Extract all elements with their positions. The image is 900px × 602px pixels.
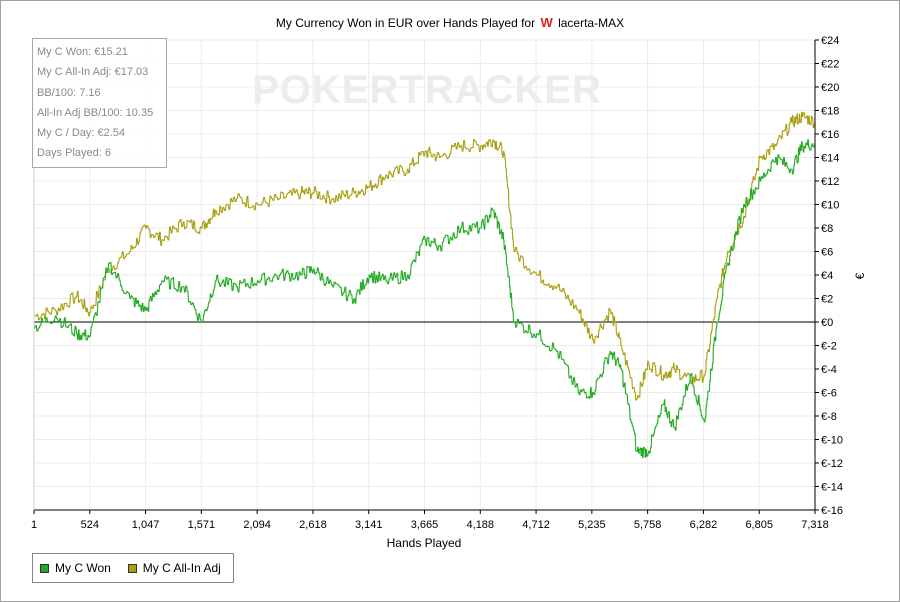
chart-title: My Currency Won in EUR over Hands Played… — [0, 15, 900, 30]
x-tick-label: 3,141 — [355, 519, 383, 531]
x-tick-label: 5,758 — [634, 519, 662, 531]
y-tick-label: €24 — [821, 35, 839, 47]
x-tick-label: 1,571 — [188, 519, 216, 531]
legend-item-won[interactable]: My C Won — [40, 561, 111, 575]
x-axis-ticks: 1 524 1,047 1,571 2,094 2,618 3,141 3,665 4,188 4… — [31, 510, 829, 531]
x-tick-label: 6,805 — [745, 519, 773, 531]
y-axis-ticks: €24 €22 €20 €18 €16 €14 €12 €10 €8 €6 €4 €2 €0 €-2 €-4… — [815, 35, 843, 517]
stat-days-played: Days Played: 6 — [37, 147, 111, 160]
x-tick-label: 2,094 — [243, 519, 271, 531]
y-tick-label: €-6 — [821, 388, 837, 400]
legend-label-won: My C Won — [55, 561, 111, 575]
x-tick-label: 4,188 — [467, 519, 495, 531]
stat-all-in-adj: My C All-In Adj: €17.03 — [37, 66, 149, 79]
y-tick-label: €20 — [821, 82, 839, 94]
y-tick-label: €2 — [821, 294, 833, 306]
pokertracker-watermark: POKERTRACKER — [252, 68, 602, 112]
brand-logo-icon: W — [540, 15, 553, 30]
y-tick-label: €18 — [821, 106, 839, 118]
legend-item-all-in-adj[interactable]: My C All-In Adj — [127, 561, 221, 575]
stats-box: My C Won: €15.21 My C All-In Adj: €17.03… — [32, 38, 167, 168]
y-tick-label: €-10 — [821, 435, 843, 447]
x-tick-label: 2,618 — [299, 519, 327, 531]
x-tick-label: 4,712 — [522, 519, 550, 531]
y-tick-label: €-14 — [821, 482, 843, 494]
y-axis-label: € — [853, 272, 867, 279]
y-tick-label: €6 — [821, 247, 833, 259]
y-tick-label: €-4 — [821, 364, 837, 376]
legend-swatch-won — [40, 563, 49, 573]
x-tick-label: 3,665 — [411, 519, 439, 531]
series-lines — [34, 111, 816, 459]
stat-won: My C Won: €15.21 — [37, 46, 128, 58]
stat-all-in-bb-100: All-In Adj BB/100: 10.35 — [37, 106, 154, 119]
x-tick-label: 1 — [31, 519, 37, 531]
y-tick-label: €22 — [821, 59, 839, 71]
y-tick-label: €12 — [821, 176, 839, 188]
legend: My C Won My C All-In Adj — [32, 553, 234, 583]
x-axis-label: Hands Played — [387, 536, 462, 550]
y-tick-label: €16 — [821, 129, 839, 141]
y-tick-label: €-8 — [821, 411, 837, 423]
series-line-my-c-all-in-adj — [34, 111, 816, 401]
stat-bb-100: BB/100: 7.16 — [37, 86, 101, 99]
legend-swatch-all-in-adj — [127, 563, 137, 573]
y-tick-label: €-12 — [821, 458, 843, 470]
legend-label-all-in-adj: My C All-In Adj — [142, 561, 221, 575]
y-tick-label: €-2 — [821, 341, 837, 353]
x-tick-label: 5,235 — [578, 519, 606, 531]
x-tick-label: 7,318 — [801, 519, 829, 531]
x-tick-label: 1,047 — [132, 519, 160, 531]
series-line-my-c-won — [34, 139, 816, 459]
y-tick-label: €0 — [821, 317, 833, 329]
x-tick-label: 6,282 — [690, 519, 718, 531]
stat-per-day: My C / Day: €2.54 — [37, 127, 126, 140]
y-tick-label: €4 — [821, 270, 833, 282]
y-tick-label: €-16 — [821, 505, 843, 517]
title-prefix: My Currency Won in EUR over Hands Played… — [275, 16, 536, 30]
y-tick-label: €8 — [821, 223, 833, 235]
player-name: lacerta-MAX — [558, 16, 625, 30]
x-tick-label: 524 — [81, 519, 99, 531]
y-tick-label: €14 — [821, 153, 839, 165]
y-tick-label: €10 — [821, 200, 839, 212]
